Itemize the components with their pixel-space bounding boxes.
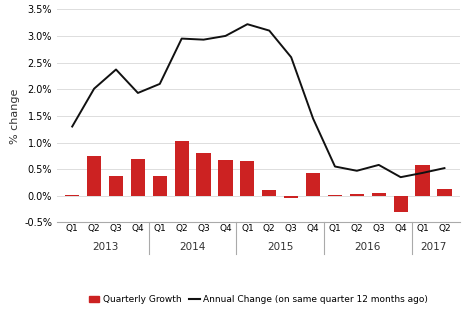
Bar — [196, 153, 211, 196]
Bar — [240, 161, 255, 196]
Bar — [328, 195, 342, 196]
Bar — [65, 195, 79, 196]
Bar — [306, 173, 320, 196]
Bar — [153, 176, 167, 196]
Bar — [393, 196, 408, 212]
Bar — [109, 176, 123, 196]
Bar — [174, 142, 189, 196]
Bar — [87, 156, 101, 196]
Bar — [415, 165, 429, 196]
Bar — [284, 196, 298, 198]
Bar — [262, 190, 276, 196]
Bar — [219, 159, 233, 196]
Legend: Quarterly Growth, Annual Change (on same quarter 12 months ago): Quarterly Growth, Annual Change (on same… — [85, 291, 432, 307]
Bar — [350, 194, 364, 196]
Bar — [131, 159, 145, 196]
Bar — [438, 189, 452, 196]
Y-axis label: % change: % change — [10, 88, 20, 144]
Bar — [372, 193, 386, 196]
